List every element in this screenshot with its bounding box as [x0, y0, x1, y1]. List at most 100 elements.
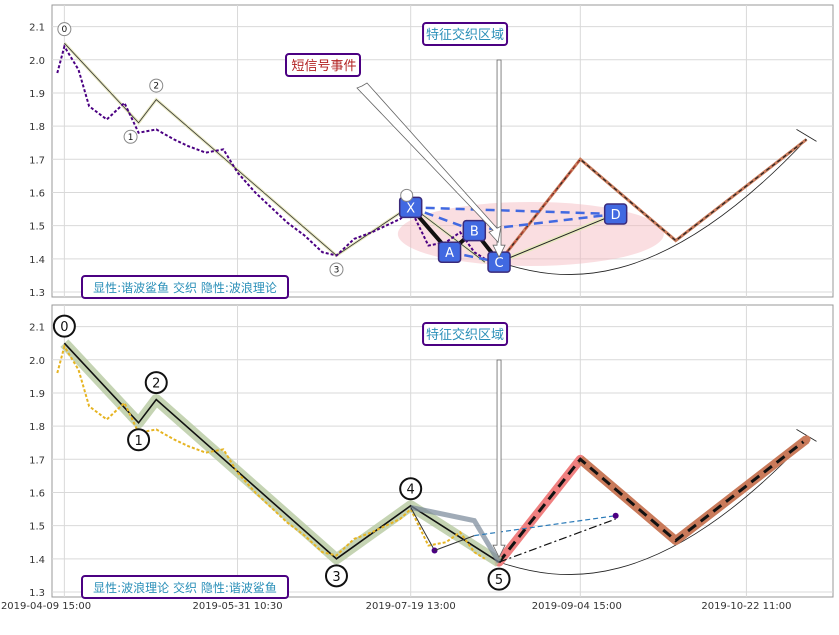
wave-point-label: 2 — [152, 377, 160, 392]
wave-point-marker — [324, 564, 348, 588]
wave-point-marker-hidden — [400, 188, 414, 202]
projection-arc — [498, 139, 807, 275]
wave-line — [63, 342, 500, 563]
harmonic-ellipse — [397, 201, 664, 266]
harmonic-ab — [434, 535, 475, 551]
y-tick-label: 1.5 — [29, 522, 45, 533]
harmonic-point-box — [437, 241, 462, 263]
wave-point-marker — [399, 477, 423, 501]
wave-point-marker — [329, 262, 344, 277]
projection-dashed-line — [498, 138, 807, 263]
top-wave-lines — [63, 42, 486, 264]
wave-point-label: 0 — [62, 25, 68, 35]
harmonic-d-dot — [612, 512, 619, 519]
signal-label-box — [285, 53, 361, 77]
y-tick-label: 1.5 — [29, 222, 45, 233]
wave-point-marker — [57, 22, 72, 37]
wave-point-label: 5 — [495, 573, 503, 588]
bottom-panel: 2.1 2.0 1.9 1.8 1.7 1.6 1.5 1.4 1.3 0 1 2 3 4 5 特征交织区… — [1, 304, 834, 612]
bottom-wave-lines — [60, 339, 503, 567]
wave-point-label: 4 — [407, 483, 415, 498]
harmonic-point-label: D — [611, 208, 621, 223]
harmonic-dashed — [410, 206, 475, 232]
y-tick-label: 1.7 — [29, 155, 45, 166]
zone-label: 特征交织区域 — [426, 327, 504, 343]
harmonic-cd — [498, 518, 616, 563]
wave-point-marker — [123, 129, 138, 144]
harmonic-band — [410, 504, 502, 564]
bottom-projection — [494, 429, 817, 575]
y-tick-label: 1.3 — [29, 288, 45, 299]
signal-arrow — [356, 82, 502, 244]
y-tick-label: 1.4 — [29, 255, 45, 266]
y-tick-label: 2.1 — [29, 323, 45, 334]
y-tick-label: 1.9 — [29, 89, 45, 100]
wave-point-marker — [144, 371, 168, 395]
x-tick-label: 2019-04-09 15:00 — [1, 601, 91, 612]
x-tick-label: 2019-09-04 15:00 — [532, 601, 622, 612]
legend-box — [81, 275, 289, 299]
bottom-harmonic-lines — [410, 504, 619, 564]
wave-point-marker — [52, 314, 76, 338]
price-line — [56, 43, 486, 260]
legend-box — [81, 575, 289, 599]
y-tick-label: 1.9 — [29, 389, 45, 400]
wave-line — [64, 42, 486, 263]
wave-point-label: 3 — [332, 570, 340, 585]
harmonic-legs — [409, 206, 501, 264]
y-tick-label: 2.0 — [29, 56, 45, 67]
short-signal-label: 短信号事件 — [291, 59, 356, 74]
harmonic-point-box — [462, 219, 487, 242]
y-tick-label: 1.4 — [29, 555, 45, 566]
bottom-price-series — [56, 343, 486, 560]
zone-label-box — [422, 322, 509, 346]
bottom-wave-labels: 0 1 2 3 4 5 — [52, 314, 511, 591]
wave-point-label: 3 — [334, 266, 340, 276]
y-tick-label: 2.1 — [29, 23, 45, 34]
wave-point-label: 1 — [134, 434, 142, 449]
legend-label: 显性:谐波鲨鱼 交织 隐性:波浪理论 — [93, 280, 277, 295]
bottom-y-ticks: 2.1 2.0 1.9 1.8 1.7 1.6 1.5 1.4 1.3 — [29, 323, 45, 599]
x-tick-label: 2019-07-19 13:00 — [366, 601, 456, 612]
projection-arc — [498, 439, 807, 575]
harmonic-point-label: A — [445, 246, 454, 261]
harmonic-zone-ellipse — [397, 201, 664, 266]
harmonic-point-label: C — [495, 256, 504, 271]
top-projection — [497, 129, 817, 275]
harmonic-dashed — [410, 206, 616, 216]
bottom-grid — [52, 305, 833, 597]
x-axis-ticks: 2019-04-09 15:00 2019-05-31 10:30 2019-07-… — [1, 601, 792, 612]
wave-point-label: 1 — [128, 133, 134, 143]
wave-point-marker — [487, 567, 511, 591]
harmonic-point-label: X — [406, 201, 415, 216]
legend-label: 显性:波浪理论 交织 隐性:谐波鲨鱼 — [93, 580, 277, 595]
top-panel: 2.1 2.0 1.9 1.8 1.7 1.6 1.5 1.4 1.3 X A B C D 0 1 2 3 特… — [29, 4, 834, 299]
wave-point-marker — [127, 428, 151, 452]
x-tick-label: 2019-10-22 11:00 — [701, 601, 791, 612]
price-line — [56, 343, 486, 560]
harmonic-target-line — [498, 158, 581, 263]
y-tick-label: 1.6 — [29, 188, 45, 199]
wave-point-label: 2 — [153, 82, 159, 92]
y-tick-label: 1.7 — [29, 455, 45, 466]
projection-arc-cap — [796, 129, 817, 142]
harmonic-point-box — [603, 203, 628, 225]
harmonic-xa — [410, 507, 436, 551]
top-y-ticks: 2.1 2.0 1.9 1.8 1.7 1.6 1.5 1.4 1.3 — [29, 23, 45, 299]
harmonic-leg-cd-line — [498, 213, 616, 263]
projection-dashed-line — [497, 438, 808, 564]
zone-label-box — [422, 22, 509, 46]
zone-label: 特征交织区域 — [426, 27, 504, 43]
projection-end-dot — [802, 435, 811, 444]
zone-arrow — [492, 359, 506, 559]
zone-arrow — [492, 59, 506, 259]
top-wave-labels: 0 1 2 3 — [57, 22, 414, 277]
harmonic-pattern: X A B C D — [398, 158, 628, 273]
wave-point-label: 0 — [60, 320, 68, 335]
x-tick-label: 2019-05-31 10:30 — [192, 601, 282, 612]
y-tick-label: 1.8 — [29, 422, 45, 433]
harmonic-point-label: B — [470, 225, 479, 240]
